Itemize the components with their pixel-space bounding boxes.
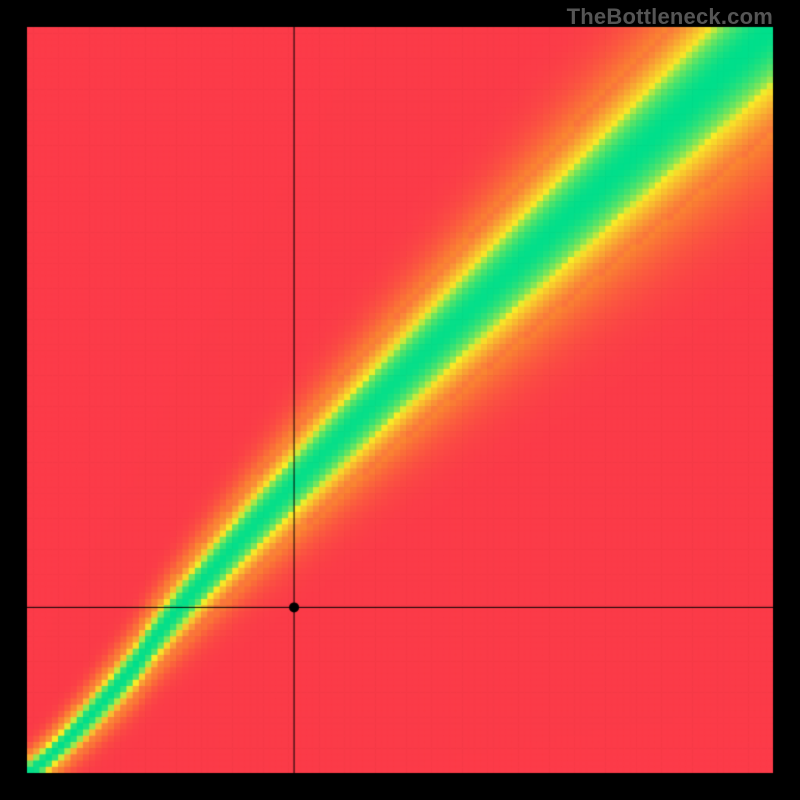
bottleneck-heatmap-chart bbox=[0, 0, 800, 800]
watermark-text: TheBottleneck.com bbox=[567, 4, 773, 30]
